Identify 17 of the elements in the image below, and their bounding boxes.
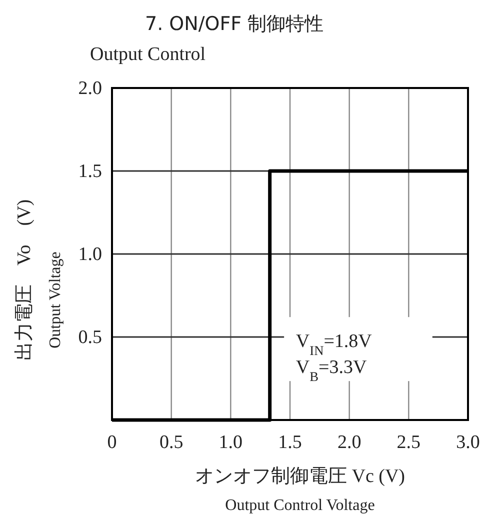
annotation: V$_{B}$=3.3V — [296, 357, 368, 384]
x-tick-label: 2.0 — [337, 432, 362, 453]
y-tick-label: 1.5 — [78, 161, 102, 182]
y-axis-title: 出力電圧 Vo (V) Output Voltage — [14, 199, 64, 361]
x-tick-label: 0.5 — [159, 432, 184, 453]
y-tick-label: 0.5 — [78, 327, 102, 348]
x-axis-title: オンオフ制御電圧 Vc (V) Output Control Voltage — [194, 466, 406, 514]
x-tick-label: 0 — [107, 432, 117, 453]
annotation: V$_{IN}$=1.8V — [296, 331, 372, 358]
x-tick-label: 1.5 — [278, 432, 302, 453]
y-tick-label: 2.0 — [78, 78, 102, 99]
chart-title: 7. ON/OFF 制御特性 — [145, 13, 324, 35]
x-tick-label: 2.5 — [396, 432, 421, 453]
x-tick-label: 3.0 — [456, 432, 480, 453]
y-tick-label: 1.0 — [78, 244, 102, 265]
chart-subtitle: Output Control — [90, 44, 206, 65]
x-tick-label: 1.0 — [218, 432, 243, 453]
